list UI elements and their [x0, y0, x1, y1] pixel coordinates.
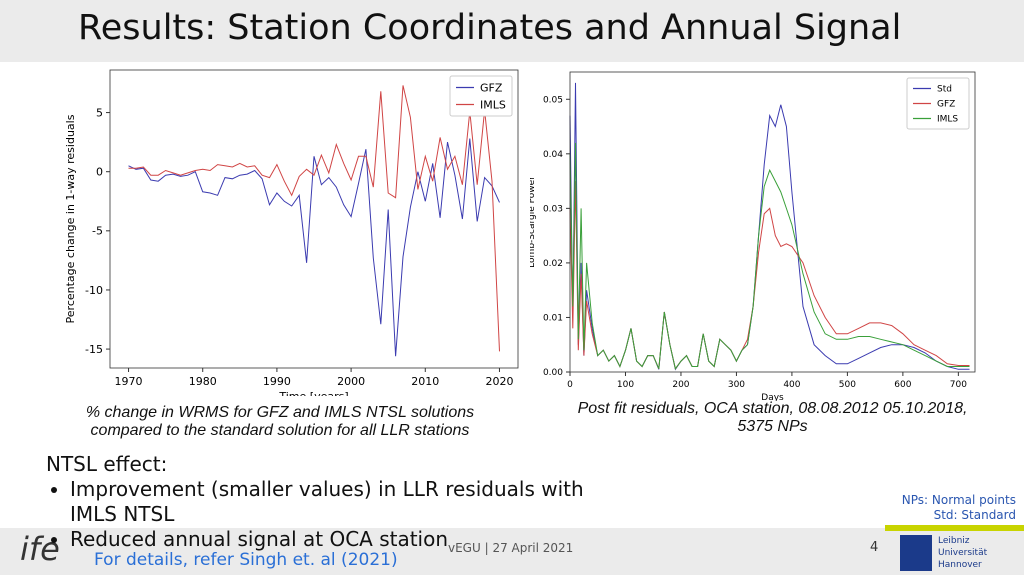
legend-box — [449, 75, 513, 117]
series-line — [128, 85, 500, 352]
y-tick-label: -15 — [85, 343, 103, 356]
x-tick-label: 1990 — [263, 375, 291, 388]
x-tick-label: 2020 — [485, 375, 513, 388]
notes: NPs: Normal points Std: Standard — [902, 493, 1016, 523]
logo: ife — [20, 530, 60, 568]
bullets: NTSL effect: Improvement (smaller values… — [46, 452, 606, 573]
x-tick-label: 700 — [950, 380, 967, 390]
legend-box — [906, 77, 970, 130]
y-tick-label: 0.04 — [543, 150, 563, 160]
x-tick-label: 200 — [672, 380, 689, 390]
legend-label: Std — [937, 85, 952, 95]
x-tick-label: 2010 — [411, 375, 439, 388]
legend-label: GFZ — [937, 100, 955, 110]
y-tick-label: 0.03 — [543, 205, 563, 215]
title-bar — [0, 0, 1024, 62]
university-line: Universität — [938, 548, 988, 558]
accent-bar — [885, 525, 1024, 531]
x-tick-label: 300 — [728, 380, 745, 390]
y-tick-label: 5 — [96, 106, 103, 119]
university-line: Hannover — [938, 560, 982, 570]
chart: 0.00 0.01 0.02 0.03 0.04 0.05 0 100 200 300 400 500… — [530, 71, 976, 401]
footer-bar — [0, 528, 1024, 575]
bullet: Reduced annual signal at OCA station — [70, 527, 606, 552]
x-tick-label: 1970 — [115, 375, 143, 388]
y-tick-label: 0.00 — [543, 368, 563, 378]
chart: -15 -10 -5 0 5 1970 1980 1990 2000 2010 2020 Time [… — [64, 69, 519, 396]
x-tick-label: 0 — [567, 380, 573, 390]
page-number: 4 — [870, 540, 879, 555]
series-line — [569, 142, 970, 370]
y-tick-label: -5 — [92, 225, 103, 238]
university-line: Leibniz — [938, 536, 970, 546]
reference: For details, refer Singh et. al (2021) — [94, 550, 398, 570]
x-tick-label: 2000 — [337, 375, 365, 388]
x-tick-label: 1980 — [189, 375, 217, 388]
series-line — [569, 181, 970, 370]
y-tick-label: 0.05 — [543, 95, 563, 105]
x-axis-label: Time [years] — [278, 390, 348, 396]
x-tick-label: 500 — [839, 380, 856, 390]
slide-title: Results: Station Coordinates and Annual … — [78, 8, 902, 48]
legend-label: GFZ — [480, 81, 503, 94]
note: Std: Standard — [933, 508, 1016, 522]
university-name: Leibniz Universität Hannover — [938, 535, 987, 571]
legend-label: IMLS — [480, 98, 506, 111]
y-tick-label: -10 — [85, 284, 103, 297]
x-axis-label: Days — [761, 393, 784, 401]
plot-frame — [569, 71, 976, 373]
y-axis-label: Lomb-Scargle Power — [530, 176, 537, 268]
plot-frame — [109, 69, 519, 369]
y-axis-label: Percentage change in 1-way residuals — [64, 114, 77, 323]
x-tick-label: 100 — [617, 380, 634, 390]
caption: Post fit residuals, OCA station, 08.08.2… — [577, 400, 968, 435]
logo-mark — [900, 535, 932, 571]
legend-label: IMLS — [937, 115, 958, 125]
caption: % change in WRMS for GFZ and IMLS NTSL s… — [85, 404, 475, 439]
bullet: Improvement (smaller values) in LLR resi… — [70, 477, 606, 527]
bullet-list: Improvement (smaller values) in LLR resi… — [46, 477, 606, 552]
x-tick-label: 600 — [894, 380, 911, 390]
series-line — [128, 138, 500, 357]
y-tick-label: 0.02 — [543, 259, 563, 269]
x-tick-label: 400 — [783, 380, 800, 390]
bullet-heading: NTSL effect: — [46, 452, 168, 476]
y-tick-label: 0 — [96, 166, 103, 179]
y-tick-label: 0.01 — [543, 314, 563, 324]
footer-text: vEGU | 27 April 2021 — [448, 541, 574, 555]
note: NPs: Normal points — [901, 493, 1016, 507]
